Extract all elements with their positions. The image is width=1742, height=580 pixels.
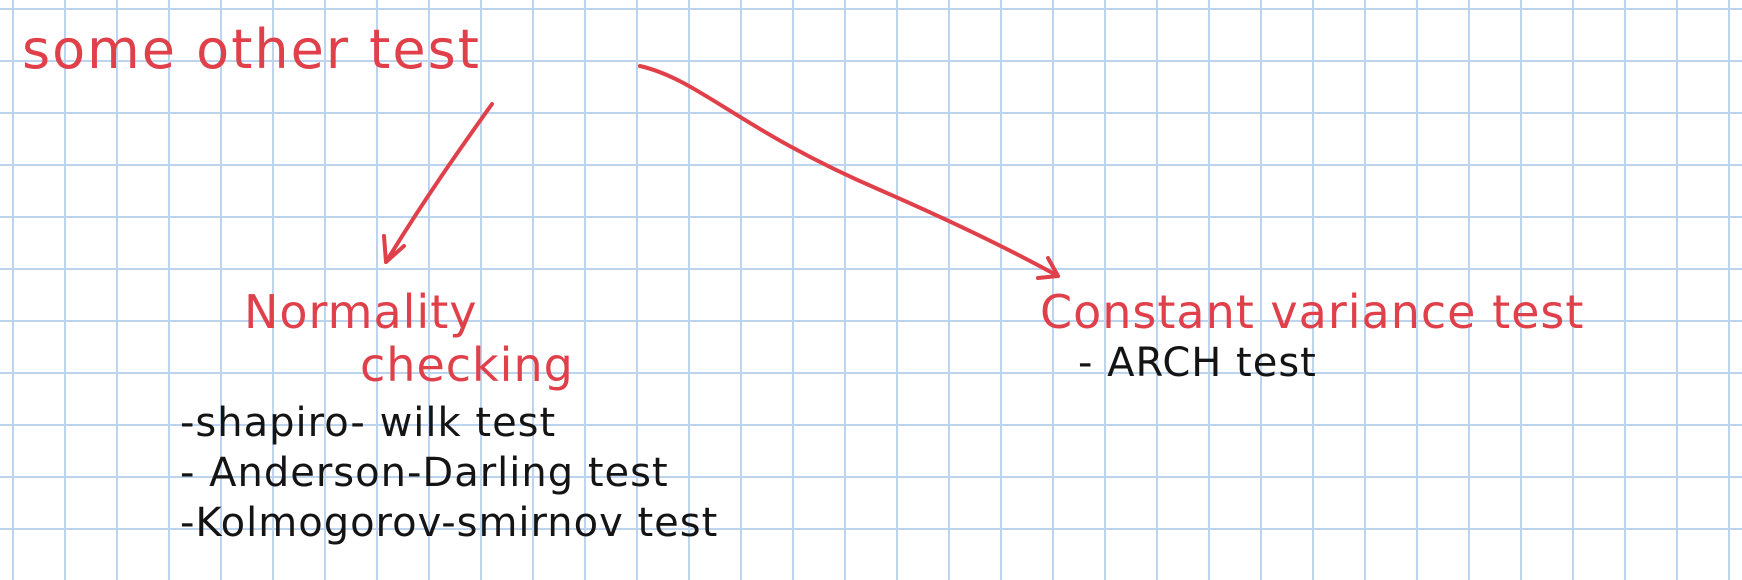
constant-variance-heading: Constant variance test <box>1040 285 1585 339</box>
arrow-head-constant-variance <box>1036 256 1060 280</box>
constant-variance-test-item: - ARCH test <box>1078 340 1317 386</box>
normality-test-item: - Anderson-Darling test <box>180 450 669 496</box>
normality-heading-line-2: checking <box>360 338 574 392</box>
constant-variance-test-list: - ARCH test <box>1078 338 1317 388</box>
arrow-shaft-constant-variance <box>638 64 1060 278</box>
title-note: some other test <box>22 18 481 81</box>
arrow-shaft-normality <box>384 102 494 264</box>
normality-heading-line-1: Normality <box>244 285 478 339</box>
arrow-to-normality <box>382 102 494 264</box>
arrow-to-constant-variance <box>638 64 1060 280</box>
arrow-head-normality <box>382 234 406 264</box>
normality-test-item: -Kolmogorov-smirnov test <box>180 500 719 546</box>
normality-test-list: -shapiro- wilk test - Anderson-Darling t… <box>180 398 718 548</box>
normality-test-item: -shapiro- wilk test <box>180 400 557 446</box>
